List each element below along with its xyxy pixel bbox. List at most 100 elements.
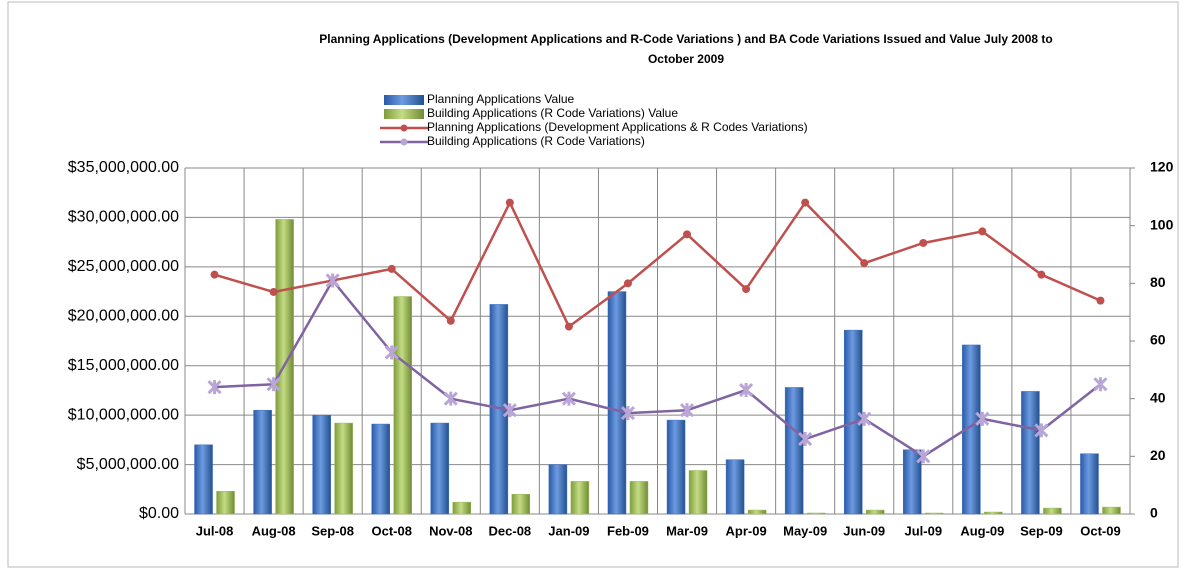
line-marker <box>801 198 810 207</box>
x-tick-label: May-09 <box>783 523 827 538</box>
bar <box>1043 507 1062 515</box>
bar <box>865 509 885 515</box>
line-marker <box>739 382 754 398</box>
line <box>214 278 1102 458</box>
x-tick-label: Dec-08 <box>489 523 532 538</box>
bar <box>312 414 331 515</box>
bar <box>784 387 804 515</box>
y-tick-label: $5,000,000.00 <box>77 456 179 473</box>
bar <box>725 459 745 515</box>
y2-tick-label: 80 <box>1150 274 1166 290</box>
y-tick-label: $0.00 <box>139 505 179 522</box>
x-tick-label: Aug-08 <box>252 523 296 538</box>
line-marker <box>916 449 931 464</box>
line-marker <box>860 259 869 268</box>
bar <box>253 409 272 515</box>
legend-label: Planning Applications (Development Appli… <box>427 120 808 134</box>
bar <box>393 296 412 515</box>
bar <box>984 511 1003 515</box>
line-marker <box>387 264 396 273</box>
x-tick-label: Oct-09 <box>1080 523 1120 538</box>
line <box>214 199 1101 329</box>
chart-title: Planning Applications (Development Appli… <box>319 32 1052 46</box>
y2-tick-label: 100 <box>1150 216 1174 232</box>
legend-label: Planning Applications Value <box>427 92 575 106</box>
line-marker <box>325 273 340 288</box>
bar <box>806 512 826 515</box>
x-tick-label: Oct-08 <box>371 523 411 538</box>
line-marker <box>975 411 990 426</box>
line-marker <box>446 316 455 325</box>
legend-marker <box>400 124 408 132</box>
line-marker <box>620 406 636 421</box>
x-tick-label: Feb-09 <box>607 523 649 538</box>
line-marker <box>679 403 695 418</box>
bar <box>607 291 627 515</box>
line-marker <box>1096 296 1105 305</box>
line-marker <box>561 391 576 406</box>
legend-label: Building Applications (R Code Variations… <box>427 134 645 148</box>
bar <box>1080 453 1099 515</box>
x-tick-label: Aug-09 <box>960 523 1004 538</box>
line-marker <box>1037 270 1046 279</box>
bar <box>371 423 390 515</box>
legend-marker <box>400 138 408 146</box>
line-marker <box>502 403 517 418</box>
bar <box>688 470 708 515</box>
legend-swatch <box>384 95 424 105</box>
line-marker <box>1034 423 1049 438</box>
bar <box>570 481 590 515</box>
line-marker <box>384 345 399 360</box>
line-marker <box>266 377 281 392</box>
y2-tick-label: 20 <box>1150 447 1166 463</box>
line-marker <box>919 238 928 247</box>
x-tick-label: Sep-08 <box>311 523 354 538</box>
line-marker <box>210 270 219 279</box>
y2-tick-label: 0 <box>1150 505 1158 521</box>
line-marker <box>857 411 872 426</box>
bar <box>216 491 235 515</box>
bar <box>925 512 944 515</box>
legend-label: Building Applications (R Code Variations… <box>427 106 678 120</box>
bar <box>747 509 767 515</box>
bar <box>548 464 568 515</box>
line-marker <box>269 287 278 296</box>
bar <box>629 481 649 515</box>
bar <box>194 444 213 515</box>
x-tick-label: Jan-09 <box>548 523 589 538</box>
legend-swatch <box>384 109 424 119</box>
y2-tick-label: 120 <box>1150 159 1174 175</box>
y2-tick-label: 60 <box>1150 332 1166 348</box>
x-tick-label: Jul-08 <box>196 523 234 538</box>
bar <box>666 419 686 515</box>
x-tick-label: Jun-09 <box>843 523 885 538</box>
y2-tick-label: 40 <box>1150 389 1166 405</box>
bar <box>962 344 981 515</box>
x-tick-label: Jul-09 <box>904 523 942 538</box>
y-tick-label: $35,000,000.00 <box>68 159 179 176</box>
chart-frame <box>7 1 1179 568</box>
x-tick-label: Apr-09 <box>726 523 767 538</box>
line-marker <box>564 322 573 331</box>
line-marker <box>443 391 458 406</box>
bar <box>334 422 353 515</box>
line-marker <box>978 227 987 236</box>
x-tick-label: Sep-09 <box>1020 523 1063 538</box>
y-tick-label: $20,000,000.00 <box>68 308 179 325</box>
bar <box>1102 506 1121 515</box>
line-marker <box>683 230 692 239</box>
y-tick-label: $30,000,000.00 <box>68 209 179 226</box>
line-marker <box>207 380 222 395</box>
line-marker <box>505 198 514 207</box>
x-tick-label: Nov-08 <box>429 523 472 538</box>
bar <box>1021 391 1040 515</box>
line-marker <box>1093 377 1108 392</box>
bar <box>511 493 531 515</box>
line-marker <box>623 279 632 288</box>
chart-title: October 2009 <box>648 52 724 66</box>
bar <box>452 501 472 515</box>
y-tick-label: $25,000,000.00 <box>68 258 179 275</box>
bar <box>430 422 450 515</box>
line-marker <box>798 431 813 447</box>
